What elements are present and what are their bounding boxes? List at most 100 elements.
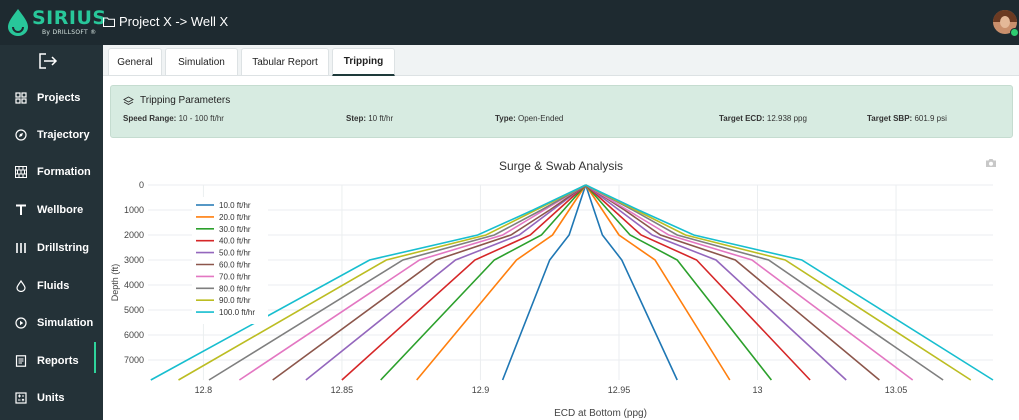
sidebar-item-trajectory[interactable]: Trajectory [0, 116, 103, 153]
tripping-parameters-panel: Tripping Parameters Speed Range: 10 - 10… [110, 85, 1013, 138]
y-tick-label: 4000 [124, 280, 144, 290]
wellbore-icon [16, 204, 26, 215]
x-tick-label: 12.9 [472, 385, 490, 395]
tab-tabular-report[interactable]: Tabular Report [241, 48, 329, 75]
report-icon [15, 354, 27, 367]
y-tick-label: 3000 [124, 255, 144, 265]
sidebar-item-label: Drillstring [37, 241, 89, 254]
drillstring-icon [16, 242, 26, 253]
plot-area [148, 185, 993, 380]
brand-logo[interactable]: SIRIUS By DRILLSOFT ® [6, 6, 106, 39]
chart-title: Surge & Swab Analysis [498, 159, 624, 173]
legend-entry: 70.0 ft/hr [219, 272, 251, 281]
sidebar-item-wellbore[interactable]: Wellbore [0, 191, 103, 228]
series-line-5-swab [305, 184, 587, 381]
x-axis-title: ECD at Bottom (ppg) [554, 408, 647, 419]
series-line-9-surge [585, 184, 972, 381]
legend-entry: 20.0 ft/hr [219, 213, 251, 222]
legend-box [192, 197, 268, 324]
param-target-sbp: Target SBP: 601.9 psi [867, 114, 947, 123]
series-line-4-swab [341, 184, 587, 381]
y-tick-label: 2000 [124, 230, 144, 240]
legend-entry: 90.0 ft/hr [219, 296, 251, 305]
sidebar-item-label: Wellbore [37, 203, 84, 216]
x-tick-label: 12.8 [195, 385, 213, 395]
bricks-icon [15, 165, 27, 178]
legend-entry: 40.0 ft/hr [219, 237, 251, 246]
tab-tripping[interactable]: Tripping [332, 48, 395, 76]
y-tick-label: 7000 [124, 355, 144, 365]
breadcrumb[interactable]: Project X -> Well X [103, 14, 228, 29]
legend-entry: 30.0 ft/hr [219, 225, 251, 234]
drop-icon [16, 279, 26, 292]
params-title-text: Tripping Parameters [140, 95, 231, 106]
folder-icon [103, 17, 115, 27]
sidebar-item-label: Trajectory [37, 128, 90, 141]
y-tick-label: 5000 [124, 305, 144, 315]
param-target-ecd: Target ECD: 12.938 ppg [719, 114, 807, 123]
y-tick-label: 6000 [124, 330, 144, 340]
surge-swab-chart: 0 1000 2000 3000 4000 5000 6000 7000 12.8 12.85 12… [110, 180, 994, 419]
series-line-3-surge [585, 184, 773, 381]
sidebar-item-drillstring[interactable]: Drillstring [0, 229, 103, 266]
y-tick-label: 0 [139, 180, 144, 190]
brand-name: SIRIUS [32, 7, 107, 29]
series-line-8-swab [208, 184, 587, 381]
legend-entry: 80.0 ft/hr [219, 284, 251, 293]
param-speed-range: Speed Range: 10 - 100 ft/hr [123, 114, 224, 123]
sidebar: Projects Trajectory Formation Wellbore D… [0, 45, 103, 420]
grid-icon [15, 91, 27, 104]
sidebar-item-formation[interactable]: Formation [0, 153, 103, 190]
drop-logo-icon [8, 9, 28, 36]
sidebar-item-reports[interactable]: Reports [0, 342, 103, 379]
series-line-8-surge [585, 184, 944, 381]
param-step: Step: 10 ft/hr [346, 114, 394, 123]
online-status-dot [1010, 28, 1019, 37]
y-axis-title: Depth (ft) [110, 264, 120, 302]
compass-icon [15, 128, 27, 141]
series-line-2-surge [585, 184, 731, 381]
x-tick-label: 13.05 [885, 385, 908, 395]
legend-entry: 50.0 ft/hr [219, 249, 251, 258]
x-tick-label: 12.95 [608, 385, 631, 395]
sidebar-item-fluids[interactable]: Fluids [0, 267, 103, 304]
main-content: General Simulation Tabular Report Trippi… [103, 45, 1019, 420]
logout-icon[interactable] [38, 53, 58, 69]
tab-general[interactable]: General [108, 48, 162, 75]
series-line-6-surge [585, 184, 880, 381]
play-icon [15, 316, 27, 329]
x-tick-label: 12.85 [331, 385, 354, 395]
series-line-3-swab [380, 184, 587, 381]
x-tick-label: 13 [753, 385, 763, 395]
y-tick-label: 1000 [124, 205, 144, 215]
series-line-1-swab [501, 184, 587, 381]
params-title: Tripping Parameters [123, 95, 230, 106]
series-line-5-surge [585, 184, 847, 381]
sidebar-item-label: Reports [37, 354, 79, 367]
series-line-10-surge [585, 184, 994, 381]
sidebar-item-projects[interactable]: Projects [0, 79, 103, 116]
series-line-10-swab [150, 184, 587, 381]
layers-icon [123, 95, 134, 105]
series-line-7-surge [585, 184, 914, 381]
series-line-6-swab [272, 184, 587, 381]
units-icon [15, 391, 27, 404]
tab-simulation[interactable]: Simulation [165, 48, 238, 75]
series-line-7-swab [238, 184, 587, 381]
series-line-2-swab [416, 184, 587, 381]
sidebar-item-label: Projects [37, 91, 81, 104]
report-tabs: General Simulation Tabular Report Trippi… [103, 45, 1019, 76]
series-line-4-surge [585, 184, 811, 381]
top-bar: SIRIUS By DRILLSOFT ® Project X -> Well … [0, 0, 1019, 45]
sidebar-item-label: Fluids [37, 279, 70, 292]
legend-entry: 100.0 ft/hr [219, 308, 255, 317]
series-line-1-surge [584, 184, 678, 381]
user-avatar[interactable] [993, 10, 1017, 34]
series-line-9-swab [178, 184, 587, 381]
camera-icon[interactable] [985, 158, 997, 168]
legend-entry: 10.0 ft/hr [219, 201, 251, 210]
sidebar-item-units[interactable]: Units [0, 379, 103, 416]
sidebar-item-label: Units [37, 391, 65, 404]
sidebar-item-simulation[interactable]: Simulation [0, 304, 103, 341]
sidebar-item-label: Simulation [37, 316, 94, 329]
